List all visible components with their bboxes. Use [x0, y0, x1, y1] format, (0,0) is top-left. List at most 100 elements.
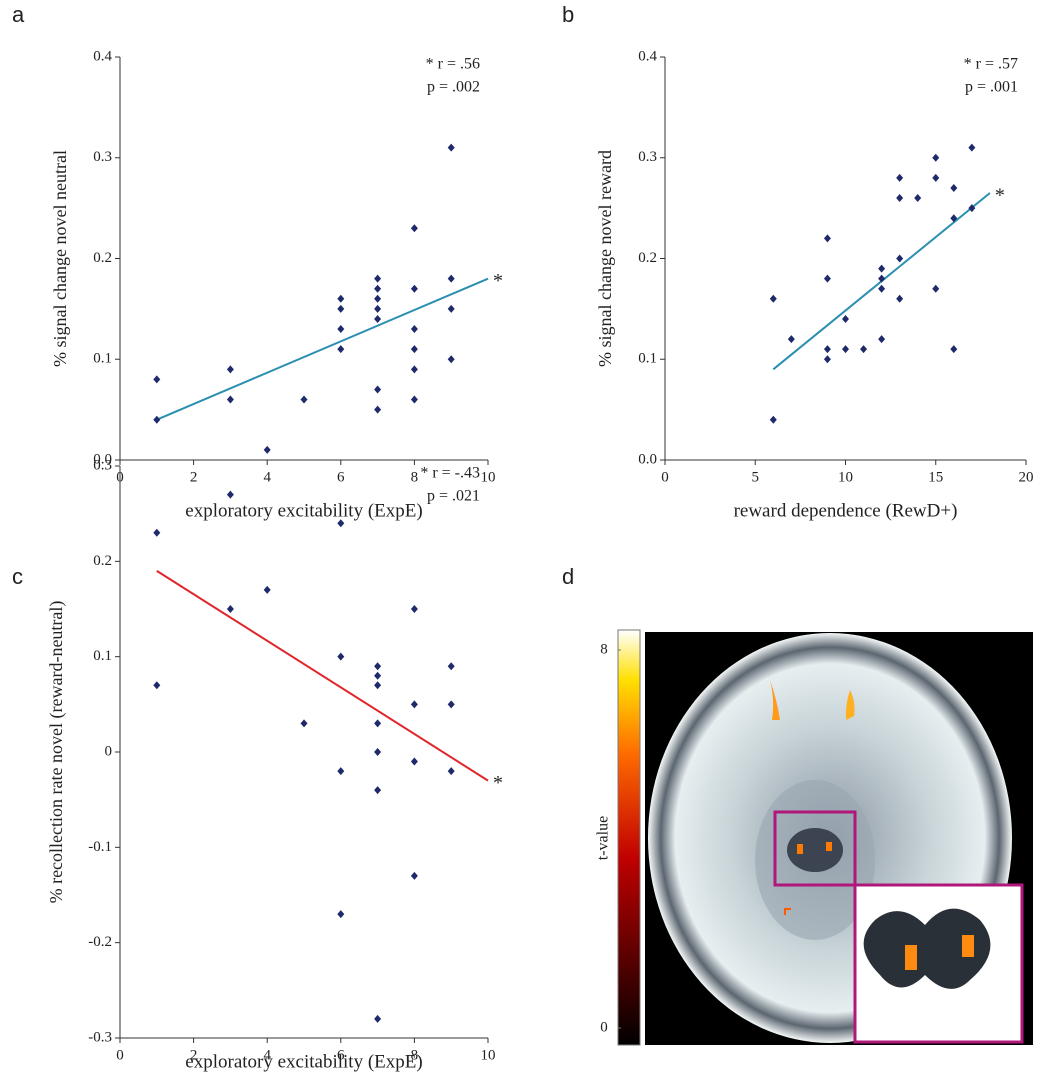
- point: [878, 265, 885, 273]
- point: [227, 605, 234, 613]
- point: [896, 295, 903, 303]
- point: [448, 767, 455, 775]
- point: [374, 719, 381, 727]
- point: [337, 295, 344, 303]
- point: [411, 700, 418, 708]
- point: [374, 305, 381, 313]
- point: [411, 325, 418, 333]
- x-tick-label: 4: [263, 469, 271, 485]
- point: [153, 681, 160, 689]
- point: [227, 365, 234, 373]
- y-tick-label: 0.2: [93, 553, 112, 569]
- y-tick-label: 0.0: [638, 451, 657, 467]
- y-tick-label: 0.3: [93, 149, 112, 165]
- y-tick-label: 0: [105, 743, 113, 759]
- point: [337, 345, 344, 353]
- x-axis-label: exploratory excitability (ExpE): [185, 500, 422, 521]
- y-tick-label: -0.2: [88, 934, 112, 950]
- point: [842, 345, 849, 353]
- y-tick-label: 0.4: [93, 48, 112, 64]
- point: [824, 345, 831, 353]
- point: [896, 174, 903, 182]
- point: [264, 586, 271, 594]
- point: [950, 184, 957, 192]
- point: [932, 285, 939, 293]
- panel-label: c: [12, 564, 23, 589]
- y-tick-label: 0.1: [638, 351, 657, 367]
- annotation: p = .001: [965, 79, 1018, 96]
- x-tick-label: 15: [928, 469, 943, 485]
- point: [411, 872, 418, 880]
- point: [374, 275, 381, 283]
- point: [411, 396, 418, 404]
- colorbar-tick-label: 0: [600, 1019, 608, 1035]
- point: [842, 315, 849, 323]
- y-axis-label: % signal change novel reward: [595, 150, 615, 367]
- x-tick-label: 5: [752, 469, 760, 485]
- point: [824, 355, 831, 363]
- point: [337, 653, 344, 661]
- y-tick-label: 0.1: [93, 351, 112, 367]
- point: [448, 662, 455, 670]
- point: [411, 345, 418, 353]
- colorbar-label: t-value: [595, 816, 612, 860]
- point: [374, 672, 381, 680]
- point: [411, 224, 418, 232]
- panel-label: a: [12, 2, 25, 27]
- point: [448, 355, 455, 363]
- point: [411, 285, 418, 293]
- point: [374, 315, 381, 323]
- point: [374, 748, 381, 756]
- x-tick-label: 6: [337, 469, 345, 485]
- point: [301, 396, 308, 404]
- point: [337, 910, 344, 918]
- point: [264, 446, 271, 454]
- point: [878, 285, 885, 293]
- point: [824, 275, 831, 283]
- point: [914, 194, 921, 202]
- point: [374, 406, 381, 414]
- point: [411, 365, 418, 373]
- x-tick-label: 10: [481, 469, 496, 485]
- point: [770, 416, 777, 424]
- point: [968, 144, 975, 152]
- y-tick-label: -0.1: [88, 839, 112, 855]
- x-axis-label: reward dependence (RewD+): [734, 500, 958, 521]
- point: [411, 758, 418, 766]
- point: [411, 605, 418, 613]
- fit-line: [157, 571, 488, 781]
- point: [896, 255, 903, 263]
- point: [374, 786, 381, 794]
- panel-label: b: [562, 2, 574, 27]
- point: [878, 275, 885, 283]
- point: [448, 275, 455, 283]
- point: [374, 295, 381, 303]
- y-tick-label: 0.2: [638, 250, 657, 266]
- point: [337, 305, 344, 313]
- point: [337, 325, 344, 333]
- y-axis-label: % recollection rate novel (reward-neutra…: [46, 601, 67, 904]
- y-axis-label: % signal change novel neutral: [50, 150, 70, 367]
- point: [878, 335, 885, 343]
- point: [448, 305, 455, 313]
- point: [301, 719, 308, 727]
- annotation: p = .021: [427, 488, 480, 505]
- point: [770, 295, 777, 303]
- y-tick-label: -0.3: [88, 1029, 112, 1045]
- fit-line: [157, 279, 488, 420]
- x-tick-label: 20: [1019, 469, 1034, 485]
- y-tick-label: 0.2: [93, 250, 112, 266]
- point: [374, 285, 381, 293]
- y-tick-label: 0.4: [638, 48, 657, 64]
- point: [153, 375, 160, 383]
- x-tick-label: 10: [481, 1047, 496, 1063]
- annotation: * r = .56: [426, 56, 480, 73]
- y-tick-label: 0.3: [93, 457, 112, 473]
- point: [448, 700, 455, 708]
- y-tick-label: 0.1: [93, 648, 112, 664]
- point: [374, 662, 381, 670]
- x-tick-label: 10: [838, 469, 853, 485]
- panel-label: d: [562, 564, 574, 589]
- point: [932, 154, 939, 162]
- point: [896, 194, 903, 202]
